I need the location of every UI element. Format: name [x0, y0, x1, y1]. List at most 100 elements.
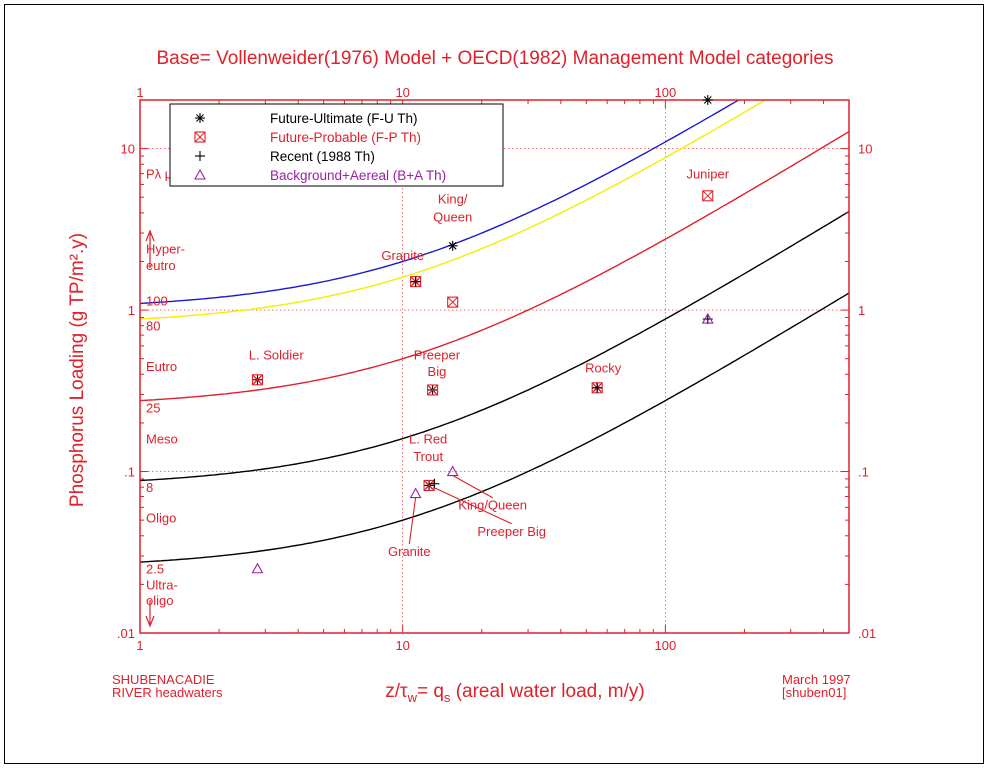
legend-box-x-icon	[194, 131, 206, 143]
trophic-label: Ultra-	[146, 577, 178, 592]
y-tick-label-left: 1	[128, 303, 135, 318]
box-stroke	[427, 384, 439, 396]
trophic-labels: Pλ μg/lHyper-eutroEutroMesoOligoUltra-ol…	[146, 167, 186, 608]
legend-box	[169, 103, 504, 187]
lake-label: Trout	[413, 449, 443, 464]
curve-label-8: 8	[146, 480, 153, 495]
y-tick-label-right: .1	[858, 465, 869, 480]
trophic-label: Hyper-	[146, 242, 185, 257]
callout-label: Preeper Big	[477, 524, 546, 539]
trophic-label: eutro	[146, 258, 176, 273]
recent-marker	[592, 382, 603, 393]
future-probable-marker	[702, 190, 714, 202]
future-probable-marker	[427, 384, 439, 396]
ultra-arrowhead-icon	[145, 615, 155, 628]
y-tick-label-left: .01	[117, 626, 135, 641]
recent-marker	[410, 276, 421, 287]
hyper-arrowhead-icon	[145, 229, 155, 242]
y-tick-label-right: .01	[858, 626, 876, 641]
asterisk-stroke	[703, 96, 712, 104]
trophic-curve-100	[140, 100, 740, 305]
callout-line	[434, 487, 512, 525]
future-ultimate-marker	[702, 95, 713, 105]
box-diag	[423, 480, 435, 491]
box-stroke	[447, 296, 459, 308]
lake-callouts: King/Queen Preeper Big Granite	[388, 475, 546, 559]
footer-right-line-2: [shuben01]	[782, 685, 846, 700]
chart-title: Base= Vollenweider(1976) Model + OECD(19…	[157, 48, 834, 69]
axis-ticks: 1 1 10 10 100 100 .01 .01 .1 .1 1 1 10 10	[117, 85, 876, 653]
y-tick-label-right: 10	[858, 142, 872, 157]
lake-label: L. Red	[409, 432, 447, 447]
plot-area	[139, 99, 850, 634]
trophic-label: Eutro	[146, 359, 177, 374]
y-tick-label-left: .1	[124, 465, 135, 480]
curve-labels: 100 80 25 8 2.5	[146, 293, 168, 576]
callout-label: Granite	[388, 544, 431, 559]
background-aereal-marker	[251, 562, 264, 574]
trophic-curve-2.5	[140, 292, 849, 563]
future-ultimate-marker	[447, 240, 458, 251]
lake-label: L. Soldier	[249, 348, 305, 363]
box-diag	[447, 296, 459, 308]
x-tick-label-top: 100	[655, 85, 677, 100]
legend-label: Recent (1988 Th)	[270, 149, 375, 164]
future-probable-marker	[447, 296, 459, 308]
lake-label: Queen	[433, 209, 472, 224]
lake-label: King/	[438, 192, 468, 207]
trophic-arrows	[145, 229, 155, 628]
x-tick-label-bottom: 1	[136, 638, 143, 653]
box-stroke	[702, 190, 714, 202]
callout-line	[408, 497, 417, 545]
lake-label: Preeper	[414, 348, 461, 363]
legend-box-x-icon	[194, 131, 206, 143]
recent-marker	[429, 478, 440, 489]
lake-annotations: Juniper King/Queen Granite L. Soldier Preepe…	[249, 167, 730, 464]
callout-label: King/Queen	[458, 498, 527, 513]
grid-lines	[140, 100, 849, 633]
x-tick-label-bottom: 10	[395, 638, 409, 653]
x-tick-label-top: 10	[395, 85, 409, 100]
x-axis-label: z/τw= qs (areal water load, m/y)	[385, 681, 644, 705]
lake-label: Rocky	[585, 361, 622, 376]
legend-label: Background+Aereal (B+A Th)	[270, 168, 446, 183]
curve-label-2.5: 2.5	[146, 562, 164, 577]
trophic-curves	[140, 100, 849, 563]
curve-label-80: 80	[146, 319, 160, 334]
trophic-curve-25	[140, 130, 849, 402]
box-diag	[702, 190, 714, 202]
lake-label: Granite	[381, 248, 424, 263]
legend-triangle-icon	[194, 168, 206, 180]
trophic-curve-80	[140, 100, 767, 320]
curve-label-25: 25	[146, 400, 160, 415]
trophic-label: Oligo	[146, 510, 176, 525]
figure-frame	[4, 4, 984, 764]
y-axis-label: Phosphorus Loading (g TP/m².y)	[67, 233, 88, 507]
box-diag	[252, 374, 263, 386]
callout-line	[452, 475, 493, 499]
legend-label: Future-Ultimate (F-U Th)	[270, 111, 418, 126]
y-tick-label-right: 1	[858, 303, 865, 318]
future-probable-marker	[251, 374, 264, 386]
trophic-label: Meso	[146, 432, 178, 447]
legend: Future-Ultimate (F-U Th) Future-Probable …	[169, 103, 504, 187]
legend-label: Future-Probable (F-P Th)	[270, 130, 421, 145]
trophic-label: oligo	[146, 593, 173, 608]
data-points	[251, 95, 714, 574]
x-tick-label-top: 1	[136, 85, 143, 100]
footer-right-line-1: March 1997	[782, 672, 851, 687]
y-tick-label-left: 10	[121, 142, 135, 157]
legend-asterisk-icon	[196, 114, 204, 122]
lake-label: Juniper	[686, 167, 729, 182]
lake-label: Big	[428, 364, 447, 379]
box-stroke	[251, 374, 264, 386]
asterisk-stroke	[448, 241, 457, 250]
footer-left-line-2: RIVER headwaters	[112, 685, 223, 700]
background-aereal-marker	[409, 487, 422, 499]
footer-left-line-1: SHUBENACADIE	[112, 672, 215, 687]
background-aereal-marker	[446, 465, 459, 477]
curve-label-100: 100	[146, 293, 168, 308]
x-tick-label-bottom: 100	[655, 638, 677, 653]
box-diag	[427, 384, 438, 396]
